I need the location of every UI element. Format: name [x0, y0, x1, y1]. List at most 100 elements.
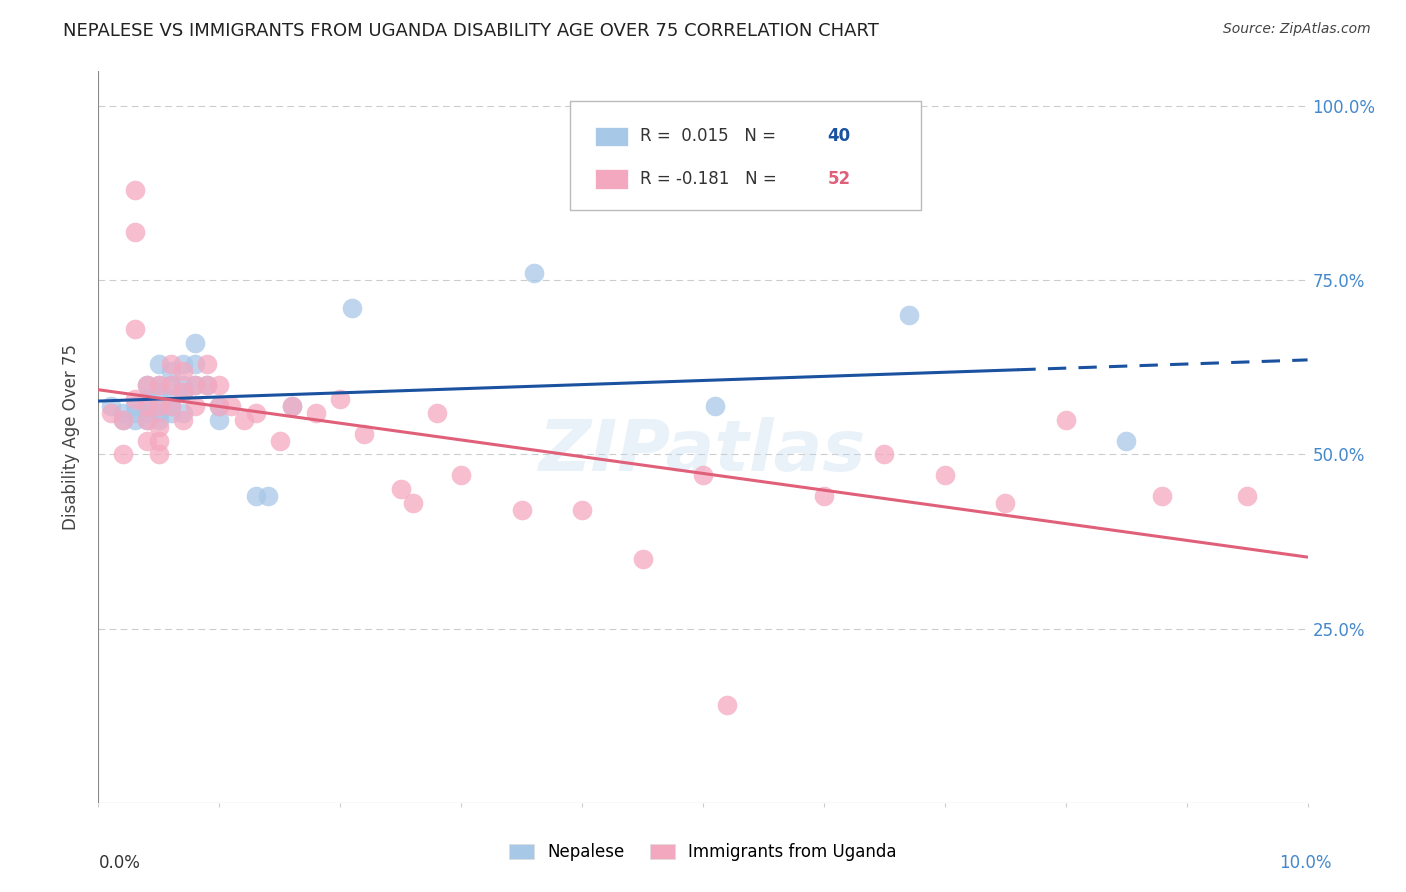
FancyBboxPatch shape	[595, 127, 628, 146]
Point	[873, 448, 896, 462]
Point	[135, 412, 157, 426]
Text: Source: ZipAtlas.com: Source: ZipAtlas.com	[1223, 22, 1371, 37]
Point	[124, 392, 146, 406]
Point	[172, 364, 194, 378]
Point	[269, 434, 291, 448]
Point	[172, 412, 194, 426]
Point	[305, 406, 328, 420]
Point	[100, 399, 122, 413]
Point	[124, 322, 146, 336]
Point	[208, 377, 231, 392]
Point	[111, 412, 134, 426]
Point	[124, 183, 146, 197]
Point	[1152, 489, 1174, 503]
Point	[232, 412, 254, 426]
Point	[813, 489, 835, 503]
Point	[148, 448, 170, 462]
Text: 0.0%: 0.0%	[98, 854, 141, 872]
Point	[100, 406, 122, 420]
Point	[135, 377, 157, 392]
Point	[172, 357, 194, 371]
Point	[135, 406, 157, 420]
Point	[208, 399, 231, 413]
Point	[994, 496, 1017, 510]
Point	[135, 434, 157, 448]
Point	[148, 419, 170, 434]
Point	[208, 412, 231, 426]
Point	[172, 384, 194, 399]
Point	[450, 468, 472, 483]
Text: R = -0.181   N =: R = -0.181 N =	[640, 170, 782, 188]
Point	[329, 392, 352, 406]
Legend: Nepalese, Immigrants from Uganda: Nepalese, Immigrants from Uganda	[502, 837, 904, 868]
Point	[426, 406, 449, 420]
Point	[148, 434, 170, 448]
Point	[124, 412, 146, 426]
Point	[148, 412, 170, 426]
Point	[160, 392, 183, 406]
Point	[160, 377, 183, 392]
Point	[389, 483, 412, 497]
Point	[510, 503, 533, 517]
Y-axis label: Disability Age Over 75: Disability Age Over 75	[62, 344, 80, 530]
Point	[353, 426, 375, 441]
Point	[523, 266, 546, 280]
Point	[160, 406, 183, 420]
Point	[402, 496, 425, 510]
Point	[124, 406, 146, 420]
Point	[160, 377, 183, 392]
Point	[184, 377, 207, 392]
Point	[148, 406, 170, 420]
Point	[124, 399, 146, 413]
Point	[184, 399, 207, 413]
Point	[111, 412, 134, 426]
Point	[245, 489, 267, 503]
Point	[1236, 489, 1258, 503]
Point	[184, 377, 207, 392]
Point	[704, 399, 727, 413]
Point	[135, 399, 157, 413]
Point	[571, 503, 593, 517]
Point	[148, 377, 170, 392]
Point	[172, 406, 194, 420]
Point	[148, 399, 170, 413]
Point	[148, 399, 170, 413]
Point	[195, 357, 218, 371]
Point	[160, 364, 183, 378]
Point	[245, 406, 267, 420]
FancyBboxPatch shape	[569, 101, 921, 211]
Point	[221, 399, 243, 413]
Point	[135, 399, 157, 413]
Point	[148, 357, 170, 371]
Point	[184, 357, 207, 371]
Point	[160, 399, 183, 413]
Text: ZIPatlas: ZIPatlas	[540, 417, 866, 486]
Point	[281, 399, 304, 413]
Point	[631, 552, 654, 566]
Point	[692, 468, 714, 483]
Point	[135, 412, 157, 426]
Point	[111, 406, 134, 420]
Text: 10.0%: 10.0%	[1279, 854, 1331, 872]
FancyBboxPatch shape	[595, 169, 628, 189]
Point	[1054, 412, 1077, 426]
Point	[135, 392, 157, 406]
Point	[897, 308, 920, 322]
Point	[256, 489, 278, 503]
Point	[160, 357, 183, 371]
Point	[342, 301, 364, 316]
Text: 40: 40	[828, 128, 851, 145]
Point	[148, 377, 170, 392]
Text: 52: 52	[828, 170, 851, 188]
Point	[1115, 434, 1137, 448]
Point	[208, 399, 231, 413]
Text: R =  0.015   N =: R = 0.015 N =	[640, 128, 782, 145]
Point	[195, 377, 218, 392]
Point	[184, 336, 207, 351]
Point	[135, 377, 157, 392]
Point	[111, 448, 134, 462]
Text: NEPALESE VS IMMIGRANTS FROM UGANDA DISABILITY AGE OVER 75 CORRELATION CHART: NEPALESE VS IMMIGRANTS FROM UGANDA DISAB…	[63, 22, 879, 40]
Point	[124, 225, 146, 239]
Point	[160, 399, 183, 413]
Point	[148, 384, 170, 399]
